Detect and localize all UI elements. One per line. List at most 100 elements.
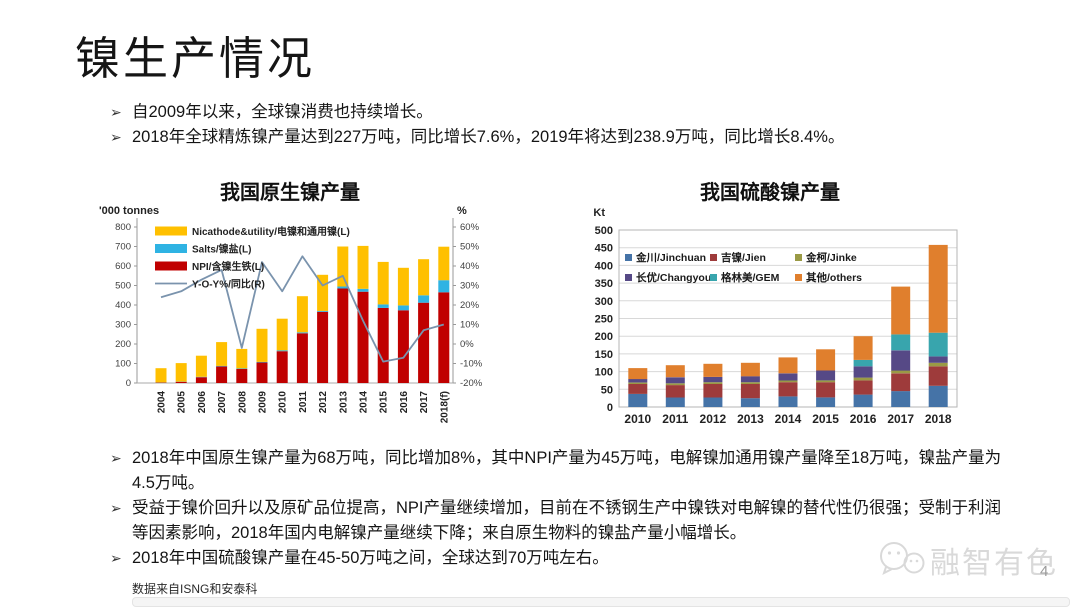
svg-text:500: 500 — [115, 281, 131, 292]
svg-text:2012: 2012 — [318, 391, 329, 414]
bullet-arrow-icon: ➢ — [110, 129, 122, 145]
svg-text:0%: 0% — [460, 339, 474, 350]
svg-text:金柯/Jinke: 金柯/Jinke — [805, 251, 857, 264]
bullet-text: 2018年中国硫酸镍产量在45-50万吨之间，全球达到70万吨左右。 — [132, 549, 609, 567]
svg-text:400: 400 — [115, 300, 131, 311]
svg-text:200: 200 — [595, 331, 613, 343]
svg-text:Salts/镍盐(L): Salts/镍盐(L) — [192, 243, 251, 256]
svg-text:格林美/GEM: 格林美/GEM — [721, 271, 780, 284]
svg-text:50: 50 — [601, 384, 613, 396]
list-item: ➢ 2018年中国原生镍产量为68万吨，同比增加8%，其中NPI产量为45万吨，… — [110, 446, 1010, 496]
svg-text:700: 700 — [115, 242, 131, 253]
svg-text:100: 100 — [115, 359, 131, 370]
svg-text:-10%: -10% — [460, 359, 483, 370]
svg-text:0: 0 — [126, 378, 131, 389]
svg-text:2005: 2005 — [177, 391, 188, 414]
svg-text:Y-O-Y%/同比(R): Y-O-Y%/同比(R) — [192, 278, 265, 291]
bullet-text: 2018年全球精炼镍产量达到227万吨，同比增长7.6%，2019年将达到238… — [132, 128, 845, 146]
svg-text:2018(f): 2018(f) — [439, 391, 450, 423]
svg-text:金川/Jinchuan: 金川/Jinchuan — [635, 251, 706, 264]
svg-text:2012: 2012 — [700, 412, 727, 426]
primary-nickel-chart-title: 我国原生镍产量 — [220, 182, 360, 204]
svg-text:250: 250 — [595, 314, 613, 326]
svg-text:2011: 2011 — [298, 391, 309, 413]
primary-nickel-production-chart: 0 100 200 300 400 500 600 700 800 -20% -10% 0% 10% 20… — [99, 205, 483, 423]
list-item: ➢ 自2009年以来，全球镍消费也持续增长。 — [110, 100, 1010, 125]
svg-text:20%: 20% — [460, 300, 480, 311]
svg-text:150: 150 — [595, 349, 613, 361]
svg-text:300: 300 — [115, 320, 131, 331]
bullet-arrow-icon: ➢ — [110, 500, 122, 516]
svg-text:2009: 2009 — [258, 391, 269, 414]
svg-text:200: 200 — [115, 339, 131, 350]
svg-text:2007: 2007 — [217, 391, 228, 414]
svg-text:吉镍/Jien: 吉镍/Jien — [721, 251, 766, 264]
svg-text:2013: 2013 — [338, 391, 349, 414]
list-item: ➢ 受益于镍价回升以及原矿品位提高，NPI产量继续增加，目前在不锈钢生产中镍铁对… — [110, 496, 1010, 546]
svg-text:600: 600 — [115, 261, 131, 272]
watermark-text: 融智有色 — [930, 547, 1058, 580]
svg-text:%: % — [457, 205, 467, 217]
svg-text:2015: 2015 — [812, 412, 839, 426]
svg-text:30%: 30% — [460, 281, 480, 292]
svg-text:350: 350 — [595, 278, 613, 290]
svg-text:2014: 2014 — [775, 412, 802, 426]
svg-text:NPI/含镍生铁(L): NPI/含镍生铁(L) — [192, 260, 264, 273]
svg-text:-20%: -20% — [460, 378, 483, 389]
list-item: ➢ 2018年中国硫酸镍产量在45-50万吨之间，全球达到70万吨左右。 — [110, 546, 1010, 571]
svg-text:2011: 2011 — [662, 412, 688, 426]
svg-text:800: 800 — [115, 222, 131, 233]
wechat-logo-icon — [880, 542, 925, 575]
svg-text:2015: 2015 — [379, 391, 390, 414]
stacked-bars — [628, 244, 948, 407]
bottom-bullet-list: ➢ 2018年中国原生镍产量为68万吨，同比增加8%，其中NPI产量为45万吨，… — [110, 446, 1010, 571]
svg-text:Nicathode&utility/电镍和通用镍(L): Nicathode&utility/电镍和通用镍(L) — [192, 225, 350, 238]
svg-text:2008: 2008 — [237, 391, 248, 414]
svg-text:2006: 2006 — [197, 391, 208, 414]
svg-text:100: 100 — [595, 367, 613, 379]
svg-text:400: 400 — [595, 260, 613, 272]
svg-text:2016: 2016 — [850, 412, 877, 426]
svg-text:0: 0 — [607, 402, 613, 414]
page-number: 4 — [1040, 563, 1049, 580]
svg-text:2010: 2010 — [278, 391, 289, 414]
svg-text:Kt: Kt — [593, 207, 605, 219]
page-title: 镍生产情况 — [75, 33, 316, 84]
svg-text:40%: 40% — [460, 261, 480, 272]
svg-text:300: 300 — [595, 296, 613, 308]
svg-text:其他/others: 其他/others — [806, 271, 862, 284]
svg-text:2017: 2017 — [419, 391, 430, 414]
top-bullet-list: ➢ 自2009年以来，全球镍消费也持续增长。 ➢ 2018年全球精炼镍产量达到2… — [110, 100, 1010, 150]
svg-text:2010: 2010 — [624, 412, 651, 426]
svg-text:2004: 2004 — [157, 391, 168, 414]
nickel-sulfate-chart-title: 我国硫酸镍产量 — [700, 182, 840, 204]
svg-text:长优/Changyou: 长优/Changyou — [636, 271, 711, 284]
svg-text:2013: 2013 — [737, 412, 764, 426]
legend: Nicathode&utility/电镍和通用镍(L) Salts/镍盐(L) NP… — [155, 225, 350, 291]
svg-text:2016: 2016 — [399, 391, 410, 414]
svg-text:450: 450 — [595, 243, 613, 255]
data-source-note: 数据来自ISNG和安泰科 — [132, 582, 258, 596]
bullet-text: 受益于镍价回升以及原矿品位提高，NPI产量继续增加，目前在不锈钢生产中镍铁对电解… — [132, 499, 1002, 542]
bullet-text: 自2009年以来，全球镍消费也持续增长。 — [132, 103, 433, 121]
list-item: ➢ 2018年全球精炼镍产量达到227万吨，同比增长7.6%，2019年将达到2… — [110, 125, 1010, 150]
bullet-text: 2018年中国原生镍产量为68万吨，同比增加8%，其中NPI产量为45万吨，电解… — [132, 449, 1002, 492]
svg-text:10%: 10% — [460, 320, 480, 331]
yoy-line — [160, 255, 445, 363]
svg-text:'000 tonnes: '000 tonnes — [99, 205, 159, 217]
svg-text:2014: 2014 — [359, 391, 370, 414]
nickel-sulfate-production-chart: 0 50 100 150 200 250 300 350 400 450 500 Kt 2010 2011… — [593, 207, 958, 426]
legend: 金川/Jinchuan 吉镍/Jien 金柯/Jinke 长优/Changyou 格林美… — [625, 251, 862, 284]
watermark: 融智有色 — [872, 538, 1058, 582]
bullet-arrow-icon: ➢ — [110, 104, 122, 120]
bullet-arrow-icon: ➢ — [110, 450, 122, 466]
svg-text:60%: 60% — [460, 222, 480, 233]
bottom-progress-bar — [132, 597, 1070, 607]
stacked-bars — [155, 245, 450, 383]
svg-text:2018: 2018 — [925, 412, 952, 426]
svg-text:500: 500 — [595, 225, 613, 237]
bullet-arrow-icon: ➢ — [110, 550, 122, 566]
svg-text:50%: 50% — [460, 242, 480, 253]
svg-text:2017: 2017 — [887, 412, 914, 426]
